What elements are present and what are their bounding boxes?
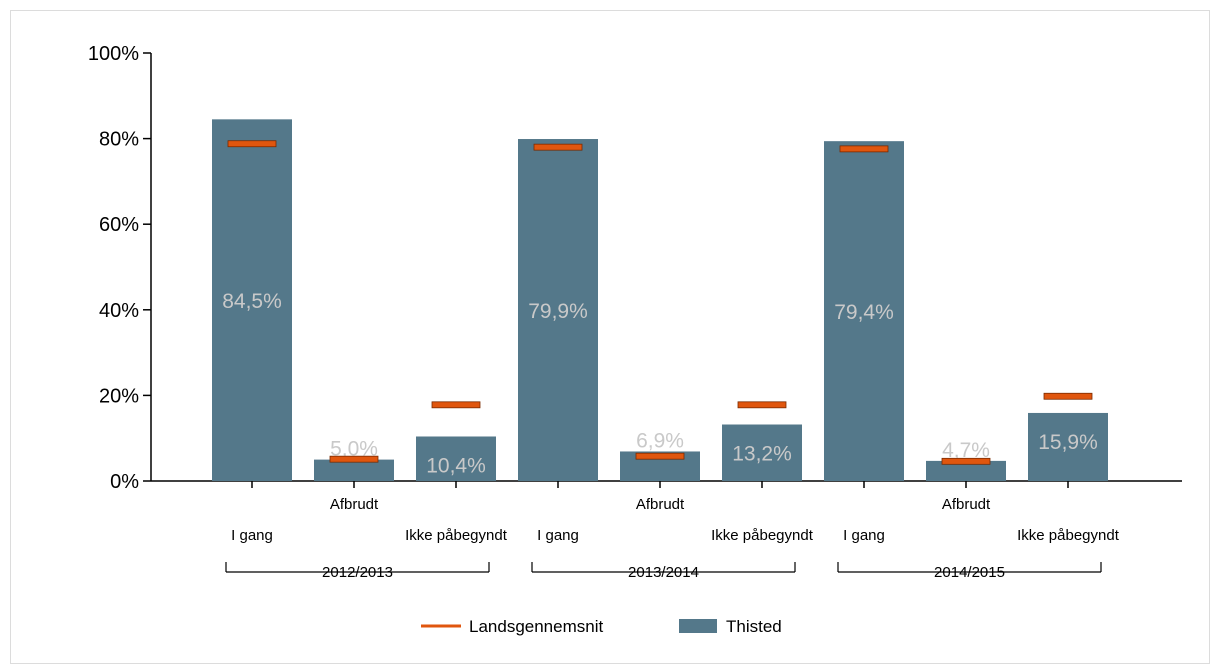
bar: [1028, 412, 1108, 481]
national-average-marker: [839, 145, 889, 153]
bar-value-label: 13,2%: [732, 443, 792, 466]
y-tick-label: 100%: [88, 43, 139, 65]
group-label: 2012/2013: [322, 564, 393, 581]
bar: [212, 119, 292, 481]
bar-value-label: 84,5%: [222, 290, 282, 313]
category-label: I gang: [843, 527, 885, 544]
category-label: Ikke påbegyndt: [405, 527, 508, 544]
bar: [518, 139, 598, 481]
bar-chart: 0% 20% 40% 60% 80% 100% 84,5% I gang 5,0% Afbrudt…: [88, 43, 1182, 636]
national-average-marker: [737, 401, 787, 409]
y-tick-label: 60%: [99, 214, 139, 236]
legend-label-landsgennemsnit: Landsgennemsnit: [469, 617, 603, 636]
bar-value-label: 79,4%: [834, 301, 894, 324]
bar-value-label: 79,9%: [528, 300, 588, 323]
bar-value-label: 15,9%: [1038, 431, 1098, 454]
category-label: Ikke påbegyndt: [711, 527, 814, 544]
group-label: 2014/2015: [934, 564, 1005, 581]
chart-frame: 0% 20% 40% 60% 80% 100% 84,5% I gang 5,0% Afbrudt…: [10, 10, 1210, 664]
y-tick-label: 40%: [99, 300, 139, 322]
legend-label-thisted: Thisted: [726, 617, 782, 636]
national-average-marker: [431, 401, 481, 409]
bar: [926, 460, 1006, 481]
bar: [314, 459, 394, 481]
bar-value-label: 4,7%: [942, 439, 990, 462]
bar: [722, 424, 802, 481]
category-label: Afbrudt: [330, 496, 379, 513]
category-label: Afbrudt: [942, 496, 991, 513]
national-average-marker: [941, 457, 991, 465]
bar-value-label: 10,4%: [426, 454, 486, 477]
national-average-marker: [329, 455, 379, 463]
y-tick-label: 0%: [110, 471, 139, 493]
bar-value-label: 6,9%: [636, 429, 684, 452]
category-label: I gang: [537, 527, 579, 544]
bar: [824, 141, 904, 481]
category-label: I gang: [231, 527, 273, 544]
national-average-marker: [227, 140, 277, 148]
category-label: Ikke påbegyndt: [1017, 527, 1120, 544]
y-tick-label: 20%: [99, 385, 139, 407]
bar-value-label: 5,0%: [330, 438, 378, 461]
national-average-marker: [1043, 392, 1093, 400]
y-tick-label: 80%: [99, 129, 139, 151]
group-label: 2013/2014: [628, 564, 699, 581]
legend-swatch-thisted: [679, 619, 717, 633]
national-average-marker: [533, 143, 583, 151]
category-label: Afbrudt: [636, 496, 685, 513]
national-average-marker: [635, 452, 685, 460]
bar: [416, 436, 496, 481]
